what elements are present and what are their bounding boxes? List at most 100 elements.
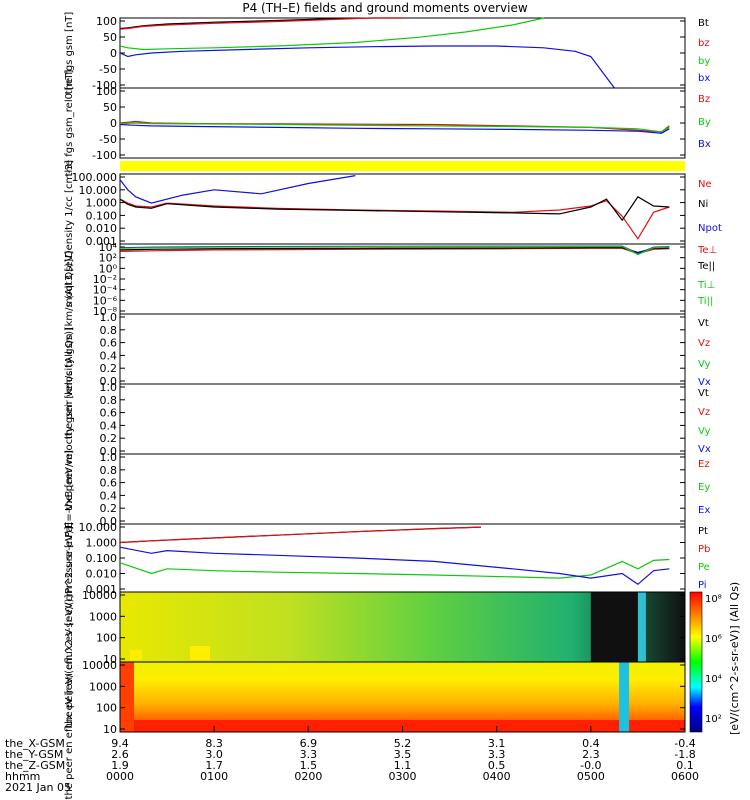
xtick-label: 0.1: [676, 759, 694, 772]
panel-7: 1.00.80.60.40.20.0 E=-VxB [mV/m] Ez Ey Ex: [64, 450, 710, 528]
xtick-label: 0500: [577, 770, 605, 783]
ytick-label: 0.0: [100, 445, 118, 458]
legend-entry: Ez: [698, 459, 710, 470]
ytick-label: 1.0: [100, 381, 118, 394]
panel-ylabel: E=-VxB [mV/m]: [64, 450, 75, 528]
legend-entry: Vz: [698, 338, 710, 349]
series-Bx: [119, 123, 670, 134]
ytick-label: 0.001: [86, 235, 118, 248]
ytick-label: 1.000: [86, 537, 118, 550]
legend-entry: by: [698, 56, 710, 67]
xtick-label: 0.5: [488, 759, 506, 772]
ytick-label: -100: [92, 149, 117, 162]
xtick-label: 2.3: [582, 748, 600, 761]
panel-8: 10.000 1.000 0.100 0.010 0.001 Pressure [nPa]…: [64, 521, 710, 596]
ytick-label: 0.8: [100, 394, 118, 407]
ytick-label: 100: [96, 632, 117, 645]
ytick-label: 10: [103, 723, 117, 736]
legend-entry: Ex: [698, 505, 710, 516]
date-label: 2021 Jan 05: [5, 781, 71, 794]
ytick-label: -100: [92, 79, 117, 92]
panel-ylabel: the fgs gsm [nT]: [64, 12, 75, 95]
ytick-label: 0.100: [86, 552, 118, 565]
xtick-label: 3.5: [394, 748, 412, 761]
xtick-label: 1.5: [300, 759, 318, 772]
panel-ylabel: the peir velocity gsm [km/s (All Qs)]: [64, 259, 75, 440]
xtick-label: 5.2: [394, 737, 412, 750]
series-by: [119, 17, 544, 51]
y-gsm-row-label: the_Y-GSM: [5, 748, 63, 761]
series-Bt: [119, 17, 403, 30]
legend-entry: bx: [698, 73, 710, 84]
ytick-label: 10: [103, 653, 117, 666]
ytick-label: 100: [96, 85, 117, 98]
ytick-label: -50: [99, 133, 117, 146]
xtick-label: 0400: [483, 770, 511, 783]
legend-entry: Vy: [698, 426, 711, 437]
legend-entry: Ti||: [697, 296, 713, 307]
series-Ti||: [119, 245, 670, 256]
xtick-label: -1.8: [674, 748, 695, 761]
series-Pe: [119, 558, 670, 579]
xtick-label: 0000: [106, 770, 134, 783]
colorbar-tick: 10²: [705, 714, 722, 725]
x-gsm-row-label: the_X-GSM: [5, 737, 65, 750]
xtick-label: 3.3: [488, 748, 506, 761]
ytick-label: 10²: [99, 252, 117, 265]
panel-1: 100 50 0 -50 -100 the fgs gsm [nT] Bt bz by bx: [64, 12, 710, 95]
series-Npot: [119, 175, 356, 204]
legend-entry: Pb: [698, 544, 710, 555]
series-Pi: [119, 546, 670, 586]
ytick-label: 0.0: [100, 375, 118, 388]
xtick-label: 3.3: [300, 748, 318, 761]
ytick-label: 0.010: [86, 568, 118, 581]
panel-9: 10000 1000 100 10 the peir en eflux eV [eV/(…: [64, 526, 686, 728]
ytick-label: 0.6: [100, 477, 118, 490]
hhmm-row-label: hhmm: [5, 770, 40, 783]
xtick-label: 0.4: [582, 737, 600, 750]
ytick-label: -50: [99, 63, 117, 76]
series-Pb: [119, 526, 482, 544]
ytick-label: 1000: [89, 610, 117, 623]
legend-entry: Ey: [698, 482, 710, 493]
ytick-label: 0.6: [100, 407, 118, 420]
panel-5: 1.00.80.6 0.40.20.0 the peir velocity gsm …: [64, 259, 711, 440]
ytick-label: 0.2: [100, 362, 118, 375]
panel-ylabel: the fgs gsm_rel0 [nT]: [64, 70, 75, 177]
legend-entry: Bz: [698, 94, 710, 105]
xtick-label: 8.3: [205, 737, 223, 750]
ytick-label: 100.000: [72, 171, 118, 184]
panel-ylabel: Pressure [nPa]: [64, 522, 75, 594]
x-axis-labels: the_X-GSM the_Y-GSM the_Z-GSM hhmm 2021 …: [5, 737, 71, 794]
ytick-label: 50: [103, 101, 117, 114]
ytick-label: 10⁴: [99, 241, 118, 254]
ytick-label: 0.4: [100, 349, 118, 362]
xtick-label: 0100: [200, 770, 228, 783]
legend-entry: By: [698, 117, 711, 128]
ytick-label: 1.0: [100, 451, 118, 464]
legend-entry: Pi: [698, 580, 707, 591]
legend-entry: Vx: [698, 444, 711, 455]
xtick-label: 1.7: [205, 759, 223, 772]
panel-2: 100 50 0 -50 -100 the fgs gsm_rel0 [nT] Bz By Bx: [64, 70, 711, 177]
ytick-label: 0.0: [100, 515, 118, 528]
panel-ylabel: the peir en eflux eV [eV/(cm^2-s-sr-eV)]: [64, 526, 75, 728]
xtick-label: 3.0: [205, 748, 223, 761]
ytick-label: 1.000: [86, 197, 118, 210]
colorbar-tick: 10⁶: [705, 634, 722, 645]
ytick-label: 1000: [89, 680, 117, 693]
ytick-label: 0.2: [100, 432, 118, 445]
xtick-label: 1.1: [394, 759, 412, 772]
ytick-label: 10⁰: [99, 262, 118, 275]
legend-entry: Te||: [697, 261, 715, 272]
xtick-label: -0.4: [674, 737, 695, 750]
panel-ylabel: the peer velocity gsm [km/s (All Qs)]: [64, 327, 75, 511]
xtick-label: 9.4: [111, 737, 129, 750]
ytick-label: 10000: [82, 659, 117, 672]
legend-entry: Ti⊥: [697, 280, 715, 291]
ytick-label: 0.4: [100, 489, 118, 502]
ytick-label: 0.010: [86, 222, 118, 235]
